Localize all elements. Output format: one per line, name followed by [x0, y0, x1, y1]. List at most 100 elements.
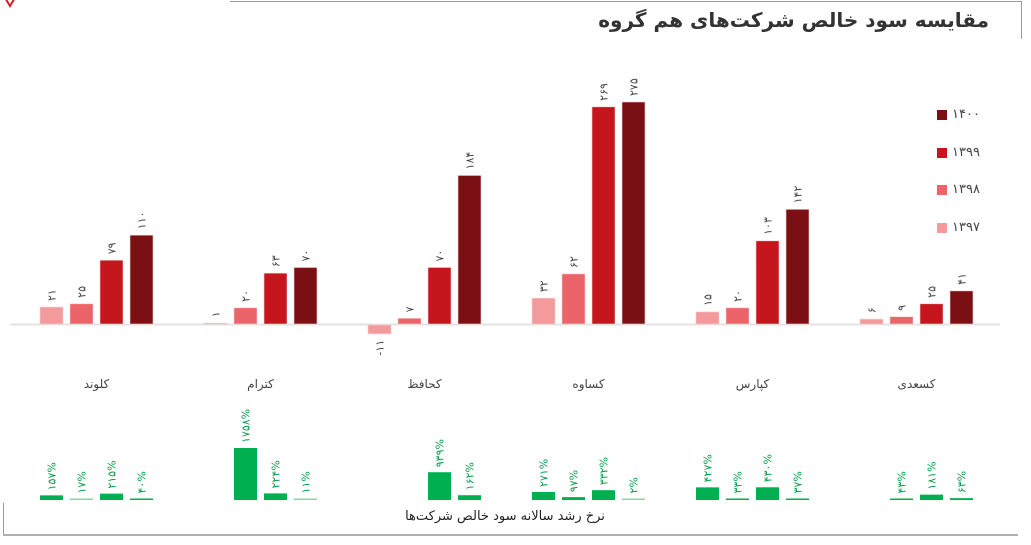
bar-کلوند-۱۳۹۸ [69, 303, 94, 325]
frame-left-border [3, 503, 4, 535]
frame-bottom-border [3, 534, 1018, 536]
bar-value-label: ۷۰ [300, 250, 313, 262]
growth-value-label: ۱۸۱% [926, 461, 939, 489]
bar-کپارس-۱۴۰۰ [785, 209, 810, 325]
growth-bar-کپارس [696, 487, 719, 500]
bar-value-label: -۱۱ [374, 340, 387, 356]
growth-value-label: ۳۳۲% [598, 457, 611, 485]
growth-bar-کساوه [592, 490, 615, 500]
growth-bar-کحافظ [458, 495, 481, 500]
growth-value-label: ۹۳۹% [434, 439, 447, 467]
bar-کساوه-۱۴۰۰ [621, 101, 646, 325]
growth-bar-کسعدی [890, 498, 913, 500]
category-label: کسعدی [898, 377, 936, 391]
bar-value-label: ۹ [896, 305, 909, 311]
growth-bar-کپارس [726, 498, 749, 500]
category-label: کحافظ [407, 377, 442, 391]
bar-کترام-۱۳۹۹ [263, 272, 288, 325]
frame-right-border [1021, 1, 1022, 39]
bar-کساوه-۱۳۹۸ [561, 273, 586, 325]
logo-icon [5, 0, 15, 8]
growth-value-label: ۲% [628, 477, 641, 493]
growth-value-label: ۴۲۷% [702, 454, 715, 482]
growth-bar-کساوه [532, 491, 555, 500]
bar-value-label: ۴۱ [956, 273, 969, 285]
bar-کپارس-۱۳۹۷ [695, 311, 720, 325]
bar-کحافظ-۱۳۹۹ [427, 267, 452, 325]
bar-کسعدی-۱۳۹۷ [859, 318, 884, 325]
legend-item-۱۳۹۸[interactable]: ۱۳۹۸ [937, 182, 980, 197]
growth-bar-کحافظ [428, 472, 451, 500]
legend-swatch [937, 222, 947, 233]
bar-کساوه-۱۳۹۹ [591, 106, 616, 325]
bar-کترام-۱۴۰۰ [293, 267, 318, 325]
bar-value-label: ۱۸۴ [464, 152, 477, 170]
bar-value-label: ۱۱۰ [136, 211, 149, 229]
bar-value-label: ۲۵ [926, 286, 939, 298]
bar-value-label: ۲۱ [46, 289, 59, 301]
bar-value-label: ۲۵ [76, 286, 89, 298]
growth-value-label: ۱۷% [76, 471, 89, 493]
legend-swatch [937, 184, 947, 195]
bar-کلوند-۱۳۹۷ [39, 306, 64, 325]
bar-کپارس-۱۳۹۸ [725, 307, 750, 325]
legend-label: ۱۳۹۷ [952, 220, 980, 235]
bar-value-label: ۶۲ [568, 256, 581, 268]
bar-کسعدی-۱۴۰۰ [949, 290, 974, 325]
bar-کترام-۱۳۹۷ [203, 322, 228, 325]
bar-کلوند-۱۳۹۹ [99, 259, 124, 325]
legend-label: ۱۳۹۸ [952, 182, 980, 197]
category-label: کپارس [736, 377, 770, 392]
legend-label: ۱۳۹۹ [952, 145, 980, 160]
legend-item-۱۴۰۰[interactable]: ۱۴۰۰ [937, 107, 980, 122]
growth-bar-کسعدی [950, 498, 973, 500]
growth-value-label: ۱۱% [300, 471, 313, 493]
growth-value-label: ۹۷% [568, 470, 581, 492]
growth-value-label: ۲۱۵% [106, 460, 119, 488]
growth-value-label: ۶۳% [956, 471, 969, 493]
growth-value-label: ۴۳% [896, 471, 909, 493]
bar-value-label: ۱۵ [702, 294, 715, 306]
growth-bar-کترام [264, 493, 287, 500]
growth-value-label: ۱۵۷% [46, 462, 59, 490]
chart-title: مقایسه سود خالص شرکت‌های هم گروه [598, 8, 989, 32]
growth-chart-title: نرخ رشد سالانه سود خالص شرکت‌ها [405, 509, 605, 524]
bar-کسعدی-۱۳۹۹ [919, 303, 944, 325]
growth-value-label: ۱۶۲% [464, 462, 477, 490]
bar-کساوه-۱۳۹۷ [531, 297, 556, 325]
legend-label: ۱۴۰۰ [952, 107, 980, 122]
bar-value-label: ۱ [210, 311, 223, 317]
bar-value-label: ۶۳ [270, 255, 283, 267]
frame-top-border [230, 1, 1022, 2]
legend-item-۱۳۹۹[interactable]: ۱۳۹۹ [937, 145, 980, 160]
bar-value-label: ۶ [866, 307, 879, 313]
category-label: کلوند [84, 377, 110, 392]
bar-کپارس-۱۳۹۹ [755, 240, 780, 325]
bar-کحافظ-۱۳۹۸ [397, 318, 422, 325]
legend-swatch [937, 109, 947, 120]
growth-bar-کلوند [100, 493, 123, 500]
category-label: کساوه [572, 377, 604, 392]
bar-value-label: ۲۷۵ [628, 78, 641, 96]
bar-کحافظ-۱۴۰۰ [457, 175, 482, 325]
bar-کسعدی-۱۳۹۸ [889, 316, 914, 325]
bar-value-label: ۷۰ [434, 250, 447, 262]
growth-bar-کلوند [40, 495, 63, 500]
growth-bar-کترام [234, 448, 257, 500]
growth-value-label: ۴۰% [136, 471, 149, 493]
growth-value-label: ۲۷۱% [538, 459, 551, 487]
bar-value-label: ۱۰۳ [762, 217, 775, 235]
growth-bar-کپارس [786, 498, 809, 500]
legend-item-۱۳۹۷[interactable]: ۱۳۹۷ [937, 220, 980, 235]
growth-bar-کپارس [756, 487, 779, 500]
growth-bar-کلوند [130, 498, 153, 500]
bar-value-label: ۳۲ [538, 280, 551, 292]
growth-bar-کلوند [70, 498, 93, 500]
growth-bar-کساوه [562, 497, 585, 500]
bar-value-label: ۲۰ [240, 290, 253, 302]
bar-value-label: ۱۴۲ [792, 186, 805, 204]
growth-value-label: ۱۷۵۸% [240, 409, 253, 443]
growth-bar-کسعدی [920, 494, 943, 500]
category-label: کترام [247, 377, 274, 392]
